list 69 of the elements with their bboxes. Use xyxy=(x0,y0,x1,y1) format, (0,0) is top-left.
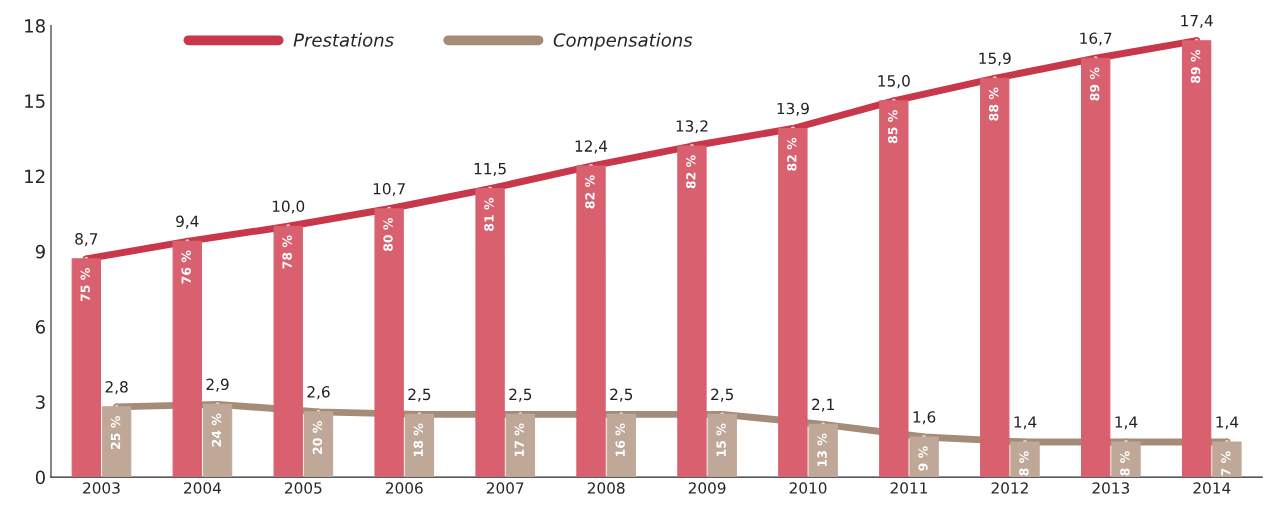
annotation: 9 % xyxy=(918,446,928,471)
annotation: 8 % xyxy=(1019,451,1029,476)
x-tick-label: 2010 xyxy=(789,482,827,494)
y-tick-label: 15 xyxy=(25,94,45,109)
x-tick-label: 2012 xyxy=(991,482,1028,494)
annotation: 89 % xyxy=(1089,67,1100,101)
annotation: 15 % xyxy=(716,423,726,457)
data-label: 15,9 xyxy=(979,52,1011,66)
data-label: 10,0 xyxy=(272,200,305,214)
x-tick-label: 2003 xyxy=(83,482,120,494)
annotation: 81 % xyxy=(484,197,494,231)
legend-label: Compensations xyxy=(553,32,693,51)
y-tick-label: 9 xyxy=(35,244,45,259)
annotation: 78 % xyxy=(282,235,292,269)
annotation: 89 % xyxy=(1190,49,1201,83)
y-tick-label: 0 xyxy=(35,470,45,485)
x-tick-label: 2005 xyxy=(285,482,322,494)
data-label: 13,2 xyxy=(676,120,708,134)
data-label: 17,4 xyxy=(1181,15,1213,29)
data-label: 1,4 xyxy=(1115,416,1138,430)
y-tick-label: 6 xyxy=(35,320,45,334)
data-label: 2,9 xyxy=(206,378,229,392)
annotation: 8 % xyxy=(1120,451,1130,476)
data-label: 2,5 xyxy=(610,388,633,402)
data-label: 13,9 xyxy=(777,102,809,116)
annotation: 17 % xyxy=(514,423,524,457)
data-label: 2,1 xyxy=(812,398,834,412)
data-label: 15,0 xyxy=(878,75,910,89)
x-tick-label: 2011 xyxy=(890,482,927,494)
data-label: 2,6 xyxy=(307,386,330,400)
y-tick-label: 3 xyxy=(36,395,45,409)
data-label: 2,5 xyxy=(408,388,431,402)
x-tick-label: 2007 xyxy=(486,482,524,494)
data-label: 2,8 xyxy=(105,381,128,395)
data-label: 12,4 xyxy=(575,140,608,154)
annotation: 80 % xyxy=(383,217,393,252)
data-label: 1,4 xyxy=(1014,416,1037,430)
annotation: 16 % xyxy=(615,423,625,457)
data-label: 2,5 xyxy=(711,388,734,402)
x-tick-label: 2006 xyxy=(385,482,423,494)
annotation: 18 % xyxy=(413,423,424,457)
annotation: 82 % xyxy=(686,155,696,189)
data-label: 1,4 xyxy=(1216,416,1239,430)
annotation: 85 % xyxy=(888,110,898,144)
data-label: 1,6 xyxy=(913,411,936,425)
data-label: 9,4 xyxy=(176,215,199,229)
x-tick-label: 2009 xyxy=(688,482,726,494)
annotation: 82 % xyxy=(787,137,797,171)
y-tick-label: 12 xyxy=(25,169,45,183)
data-label: 10,7 xyxy=(373,182,405,197)
annotation: 24 % xyxy=(211,413,222,447)
data-label: 16,7 xyxy=(1080,32,1112,46)
annotation: 7 % xyxy=(1221,451,1231,476)
data-label: 2,5 xyxy=(509,388,532,402)
annotation: 88 % xyxy=(988,87,999,121)
annotation: 25 % xyxy=(110,416,121,449)
x-tick-label: 2008 xyxy=(587,482,625,494)
annotation: 13 % xyxy=(817,433,827,467)
annotation: 76 % xyxy=(181,250,191,284)
x-tick-label: 2013 xyxy=(1092,482,1130,494)
data-label: 11,5 xyxy=(474,163,506,176)
annotation: 20 % xyxy=(312,421,323,454)
x-tick-label: 2014 xyxy=(1193,482,1231,494)
annotation: 75 % xyxy=(80,268,90,302)
annotation: 82 % xyxy=(585,175,595,209)
data-label: 8,7 xyxy=(75,233,98,247)
legend-label: Prestations xyxy=(293,32,394,47)
x-tick-label: 2004 xyxy=(184,482,221,494)
y-tick-label: 18 xyxy=(25,19,45,33)
